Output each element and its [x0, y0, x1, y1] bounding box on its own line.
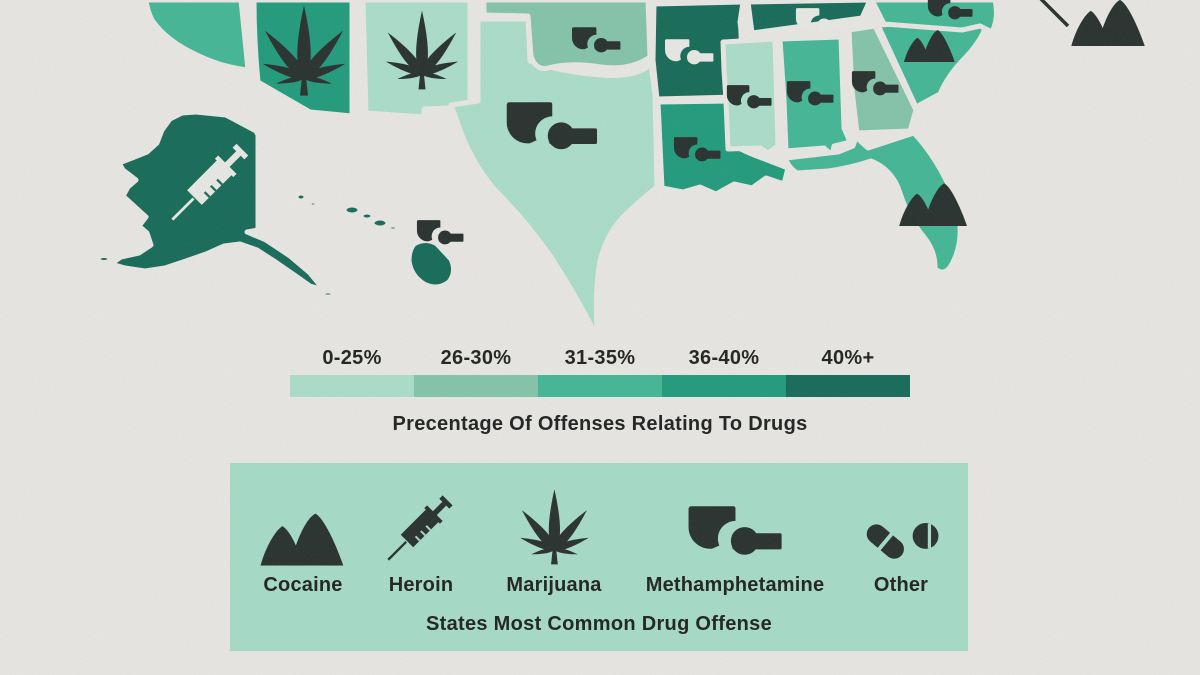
cocaine-icon [260, 513, 344, 566]
legend-item-methamphetamine: Methamphetamine [646, 463, 825, 597]
icon-legend-caption: States Most Common Drug Offense [426, 613, 772, 635]
legend-item-other: Other [859, 463, 943, 597]
color-scale-caption: Precentage Of Offenses Relating To Drugs [392, 413, 808, 435]
legend-label: Methamphetamine [645, 574, 825, 596]
state-alaska [81, 109, 337, 300]
legend-art [646, 477, 825, 566]
legend-label: Heroin [388, 574, 454, 596]
scale-swatch [662, 375, 786, 397]
scale-label: 40%+ [821, 347, 875, 369]
cocaine-icon [1071, 0, 1145, 46]
callout-line [1039, 0, 1070, 28]
marijuana-icon [517, 489, 591, 565]
legend-art [259, 477, 347, 566]
state-california [143, 0, 251, 73]
scale-label: 31-35% [564, 347, 636, 369]
heroin-icon [388, 497, 451, 560]
legend-label: Marijuana [506, 574, 602, 596]
methamphetamine-icon [688, 506, 782, 555]
color-scale-legend: 0-25% 26-30% 31-35% 36-40% 40%+ Precentage O… [290, 347, 910, 436]
legend-label: Other [873, 574, 929, 596]
legend-art [506, 477, 601, 566]
drug-icon-legend: Cocaine Heroin Marijuana Methamphetamine Oth… [230, 463, 968, 651]
color-scale-labels: 0-25% 26-30% 31-35% 36-40% 40%+ [290, 347, 910, 370]
scale-label: 26-30% [440, 347, 512, 369]
legend-item-cocaine: Cocaine [259, 463, 347, 597]
scale-swatch [538, 375, 662, 397]
scale-label: 0-25% [322, 347, 382, 369]
legend-art [859, 477, 943, 566]
us-drug-offense-map [81, 0, 1145, 331]
legend-item-marijuana: Marijuana [506, 463, 601, 597]
color-scale-bar [290, 375, 910, 397]
legend-item-heroin: Heroin [382, 463, 460, 597]
scale-swatch [290, 375, 414, 397]
scale-label: 36-40% [688, 347, 760, 369]
legend-art [382, 477, 460, 566]
legend-label: Cocaine [263, 574, 343, 596]
scale-swatch [414, 375, 538, 397]
scale-swatch [786, 375, 910, 397]
other-icon [859, 516, 941, 566]
